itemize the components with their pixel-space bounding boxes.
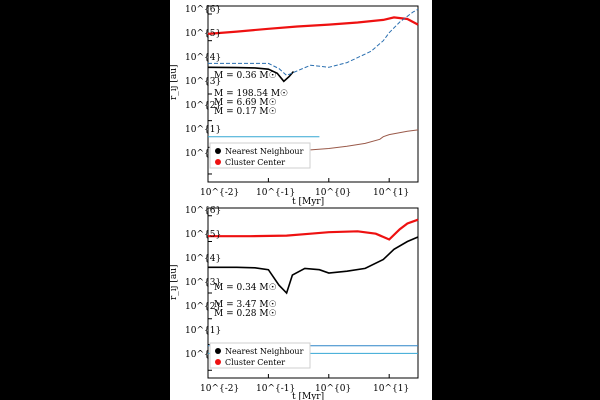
top-ylabel: r_ij [au]: [169, 64, 179, 100]
top-ytick-1e1: 10^{1}: [185, 125, 221, 135]
bottom-legend-marker-center: [215, 359, 221, 365]
top-legend: Nearest Neighbour Cluster Center: [209, 142, 311, 169]
top-ytick-1e0: 10^{0}: [185, 149, 221, 159]
bottom-ylabel: r_ij [au]: [169, 264, 179, 300]
bottom-xtick-1e-1: 10^{-1}: [256, 384, 295, 394]
bottom-ytick-1e2: 10^{2}: [185, 302, 221, 312]
bottom-legend-label-center: Cluster Center: [225, 358, 285, 367]
bottom-legend-label-nearest: Nearest Neighbour: [225, 347, 304, 356]
bottom-xtick-1e1: 10^{1}: [373, 384, 409, 394]
top-legend-marker-center: [215, 159, 221, 165]
top-companion-label-3: M = 0.17 M☉: [214, 107, 277, 117]
top-series-line-4: [310, 129, 419, 151]
bottom-xtick-1e0: 10^{0}: [315, 384, 351, 394]
bottom-ytick-1e4: 10^{4}: [185, 254, 221, 264]
bottom-xtick-1e-2: 10^{-2}: [200, 384, 239, 394]
top-series-group: [207, 8, 419, 151]
bottom-companion-label-2: M = 0.28 M☉: [214, 309, 277, 319]
bottom-xlabel: t [Myr]: [292, 392, 324, 400]
bottom-ytick-1e3: 10^{3}: [185, 278, 221, 288]
top-series-line-2: [208, 8, 419, 76]
top-ytick-1e3: 10^{3}: [185, 77, 221, 87]
top-legend-label-center: Cluster Center: [225, 158, 285, 167]
top-xtick-1e0: 10^{0}: [315, 188, 351, 198]
bottom-series-line-0: [208, 218, 419, 241]
bottom-series-line-1: [208, 236, 419, 295]
top-xtick-1e-2: 10^{-2}: [200, 188, 239, 198]
top-companion-label-2: M = 6.69 M☉: [214, 98, 277, 108]
bottom-legend-box: [209, 342, 311, 369]
top-companion-label-1: M = 198.54 M☉: [214, 89, 288, 99]
top-ytick-1e2: 10^{2}: [185, 101, 221, 111]
bottom-legend-marker-nearest: [215, 348, 221, 354]
bottom-ytick-1e1: 10^{1}: [185, 326, 221, 336]
top-ytick-1e4: 10^{4}: [185, 53, 221, 63]
bottom-ytick-1e6: 10^{6}: [185, 206, 221, 216]
top-ytick-1e6: 10^{6}: [185, 5, 221, 15]
top-panel: 10^{6} 10^{5} 10^{4} 10^{3} 10^{2} 10^{1…: [169, 5, 419, 207]
bottom-legend: Nearest Neighbour Cluster Center: [209, 342, 311, 369]
top-xlabel: t [Myr]: [292, 197, 324, 207]
top-annotation-mass: M = 0.36 M☉: [214, 71, 277, 81]
top-ytick-1e5: 10^{5}: [185, 29, 221, 39]
bottom-ytick-1e0: 10^{0}: [185, 350, 221, 360]
bottom-companion-label-1: M = 3.47 M☉: [214, 300, 277, 310]
top-legend-box: [209, 142, 311, 169]
top-series-line-1: [207, 66, 295, 83]
bottom-panel: 10^{6} 10^{5} 10^{4} 10^{3} 10^{2} 10^{1…: [169, 206, 419, 400]
bottom-ytick-1e5: 10^{5}: [185, 230, 221, 240]
top-series-line-0: [207, 16, 419, 35]
bottom-annotation-mass: M = 0.34 M☉: [214, 283, 277, 293]
top-legend-marker-nearest: [215, 148, 221, 154]
top-legend-label-nearest: Nearest Neighbour: [225, 147, 304, 156]
top-tick-marks: [207, 13, 390, 182]
top-xtick-1e1: 10^{1}: [373, 188, 409, 198]
top-xtick-1e-1: 10^{-1}: [256, 188, 295, 198]
